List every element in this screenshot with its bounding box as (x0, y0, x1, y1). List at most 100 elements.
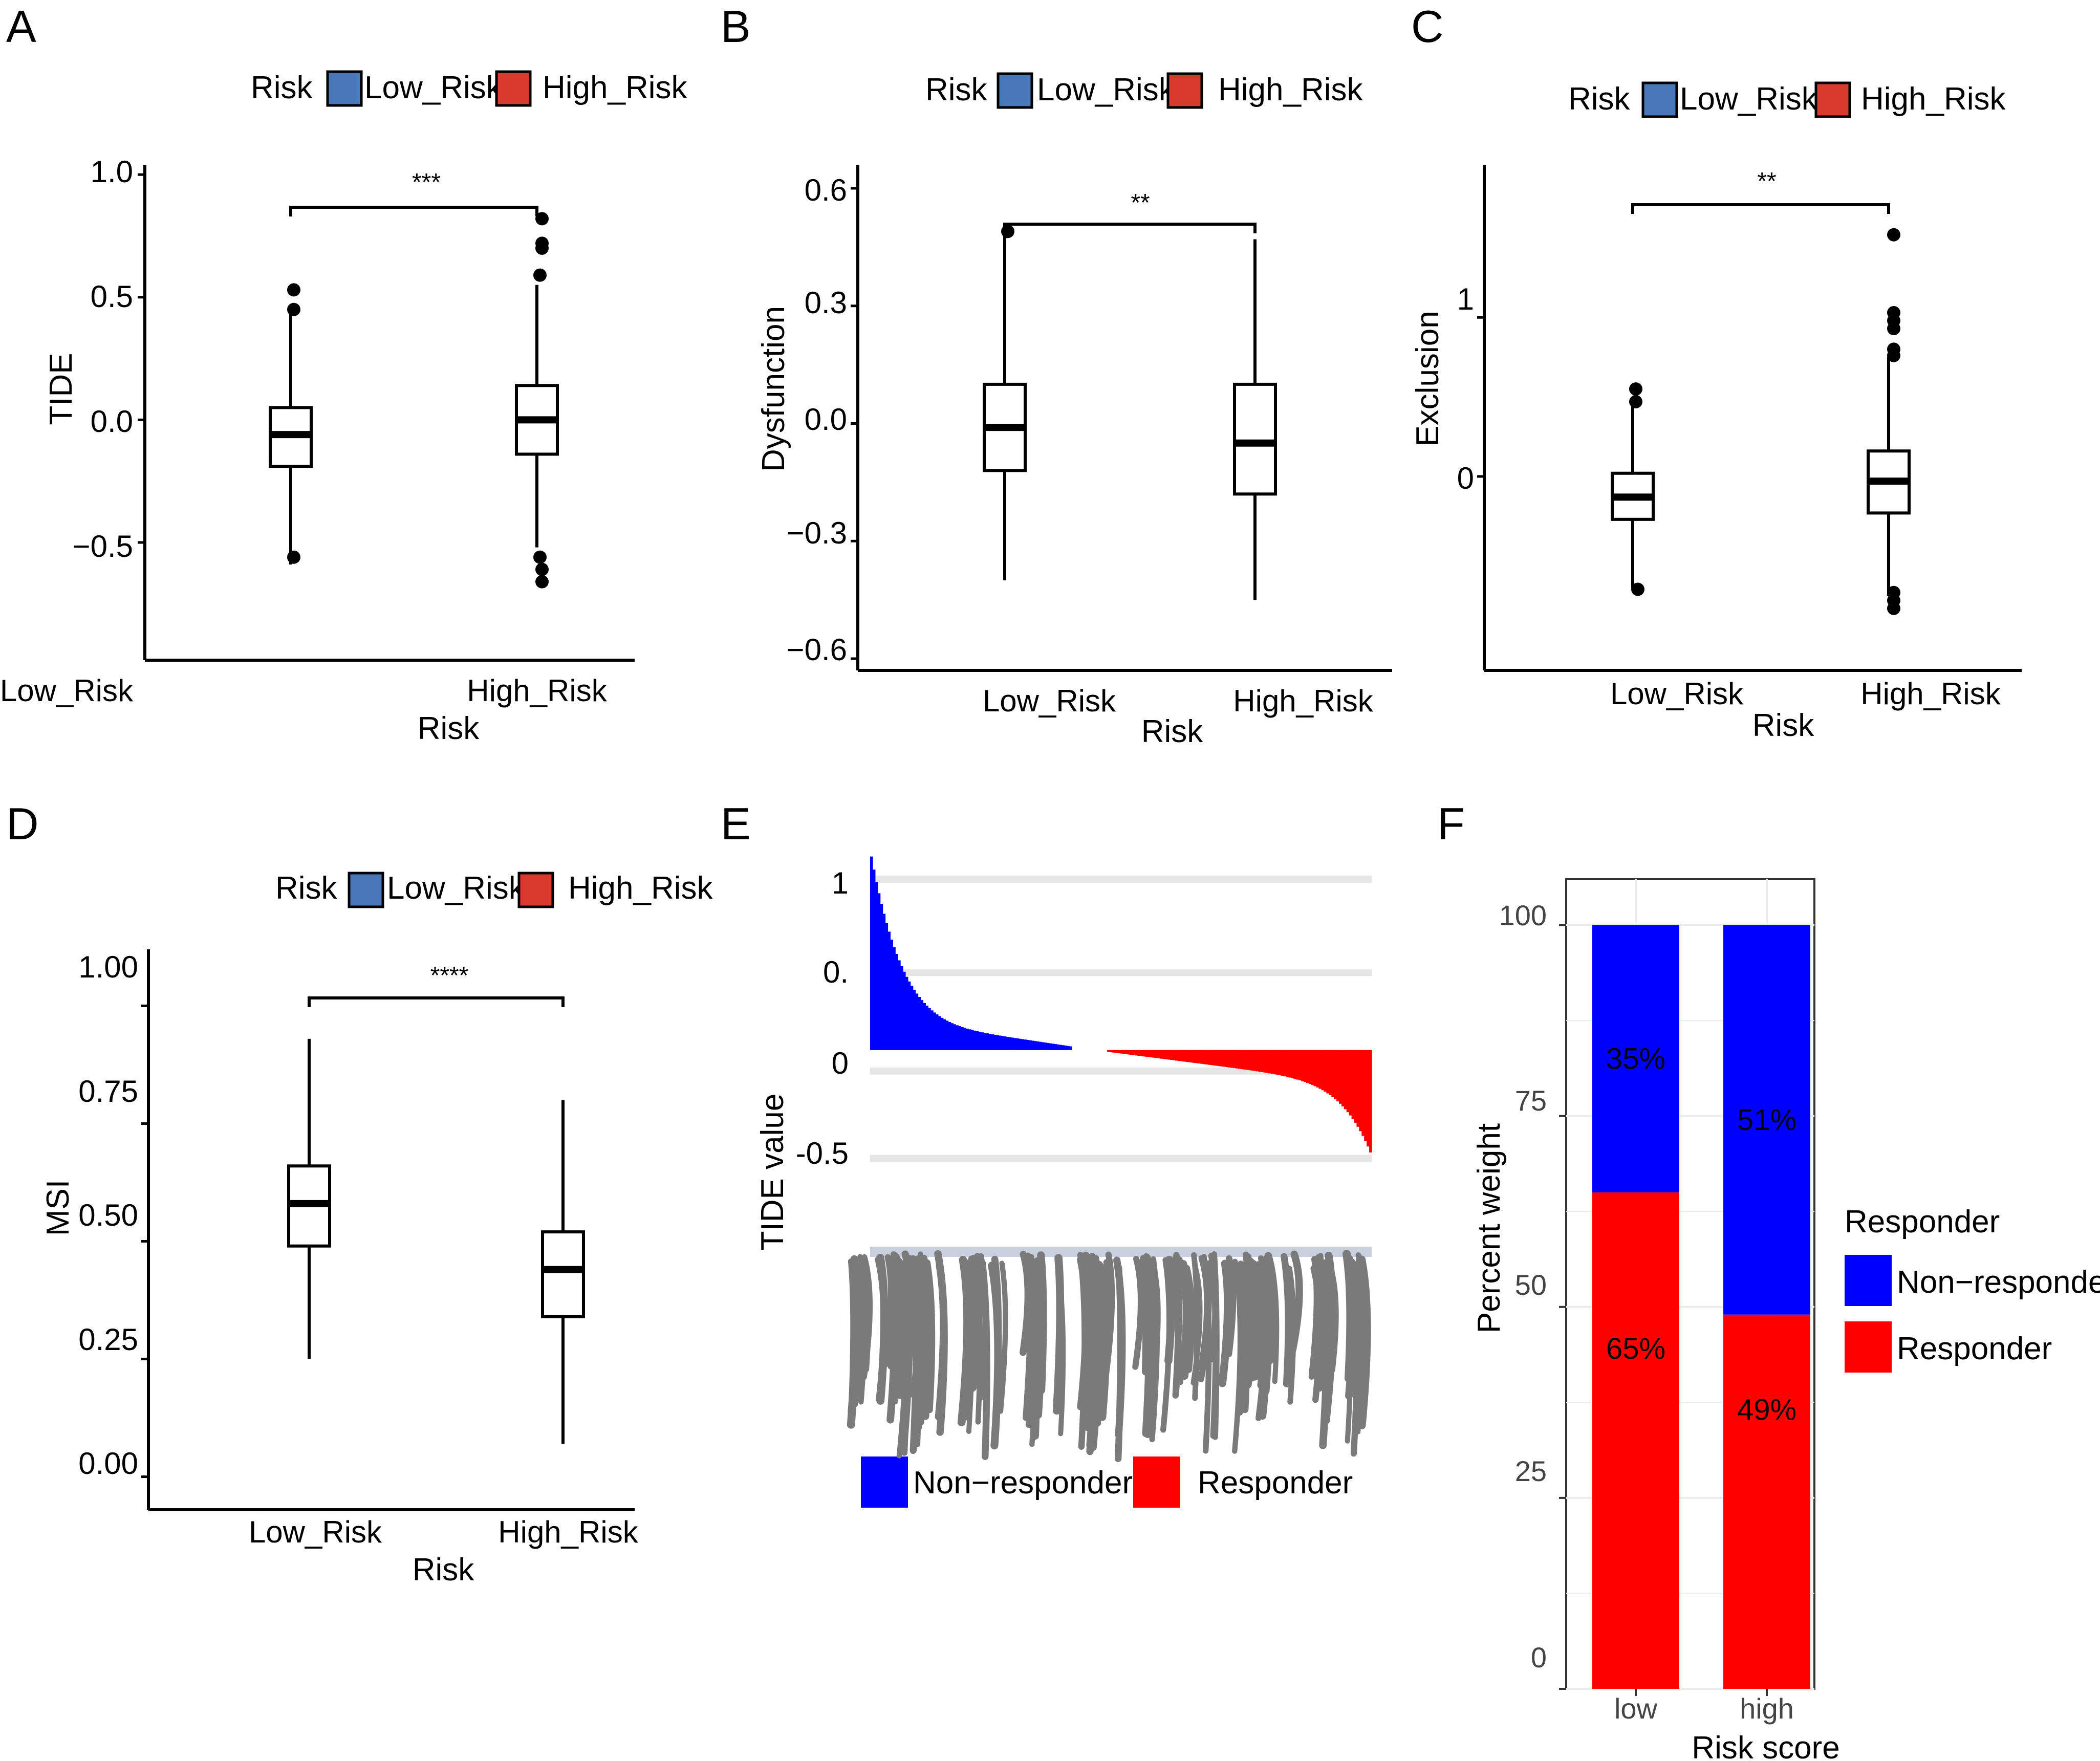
bar-responder (1354, 1050, 1357, 1123)
sample-label-glyph (991, 1255, 1002, 1388)
bar-responder (1313, 1050, 1317, 1086)
outlier-point (287, 550, 300, 564)
bar-responder (1240, 1050, 1244, 1070)
bar-nonresponder (970, 1030, 974, 1050)
bar-responder (1321, 1050, 1325, 1091)
x-tick-low: Low_Risk (0, 673, 134, 708)
y-tick-1: 1 (832, 866, 849, 900)
legend-swatch-low (997, 72, 1033, 109)
bar-responder (1223, 1050, 1226, 1067)
y-tick-1: 1.00 (78, 950, 138, 984)
sample-label-glyph (1252, 1261, 1266, 1381)
plot-f: 65% 35% 49% 51% (1559, 878, 1815, 1696)
sample-label-glyph (1281, 1253, 1292, 1387)
bar-nonresponder (1031, 1040, 1034, 1050)
legend-label-responder: Responder (1897, 1331, 2052, 1366)
legend-swatch-responder (1133, 1456, 1180, 1508)
outlier-point (1631, 582, 1644, 596)
bar-responder (1263, 1050, 1266, 1073)
sample-label-glyph (998, 1260, 1008, 1414)
bar-nonresponder (890, 940, 893, 1050)
y-tick-4: 25 (1515, 1455, 1547, 1487)
sample-label-glyph (1084, 1265, 1096, 1431)
box-high_risk (1233, 382, 1277, 496)
bar-responder (1364, 1050, 1367, 1141)
bar-nonresponder (945, 1020, 949, 1050)
bar-responder (1334, 1050, 1337, 1099)
sample-label-glyph (1143, 1253, 1154, 1439)
bar-responder (1261, 1050, 1264, 1072)
bar-nonresponder (1051, 1043, 1055, 1050)
y-tick-1: 1 (1457, 282, 1474, 316)
bar-responder (1255, 1050, 1259, 1072)
outlier-point (287, 283, 300, 297)
bar-responder (1207, 1050, 1211, 1065)
bar-nonresponder (895, 953, 898, 1050)
bar-nonresponder (983, 1033, 987, 1050)
legend-label-low: Low_Risk (364, 70, 503, 105)
bar-responder (1346, 1050, 1350, 1113)
bar-responder (1198, 1050, 1201, 1064)
bar-nonresponder (887, 931, 891, 1050)
sample-label-glyph (1269, 1263, 1280, 1384)
bar-responder (1228, 1050, 1231, 1068)
bar-responder (1182, 1050, 1186, 1062)
plot-a (138, 165, 635, 662)
bar-responder (1215, 1050, 1219, 1066)
bar-responder (1132, 1050, 1135, 1055)
legend-swatch-high (1166, 72, 1203, 109)
legend-c: Risk Low_Risk High_Risk (1568, 81, 2006, 118)
outlier-point (1629, 395, 1642, 408)
bar-responder (1281, 1050, 1284, 1076)
plot-b (851, 165, 1392, 672)
y-tick-3: 0 (832, 1046, 849, 1080)
bar-nonresponder (918, 997, 921, 1050)
panel-label-d: D (6, 798, 39, 849)
x-axis-label: Risk (418, 711, 480, 746)
bar-responder (1344, 1050, 1347, 1110)
bar-responder (1336, 1050, 1339, 1102)
sample-label-glyph (876, 1253, 889, 1405)
y-axis-label: TIDE (44, 353, 79, 425)
bar-nonresponder (1592, 925, 1679, 1192)
bar-responder (1286, 1050, 1289, 1077)
bar-nonresponder (1008, 1037, 1012, 1050)
bar-responder (1245, 1050, 1249, 1070)
bar-responder (1160, 1050, 1163, 1059)
bar-responder (1298, 1050, 1302, 1081)
legend-swatch-high (495, 70, 532, 107)
bar-responder (1213, 1050, 1216, 1066)
plot-c (1477, 165, 2022, 672)
bar-nonresponder (903, 971, 906, 1050)
y-tick-5: 0 (1531, 1641, 1547, 1673)
panel-e: E TIDE value 1 0. 0 -0.5 Non−responder R… (721, 798, 1353, 1508)
x-tick-low: Low_Risk (1610, 677, 1744, 711)
x-tick-low: Low_Risk (983, 684, 1116, 718)
bar-nonresponder (1011, 1037, 1014, 1050)
legend-d: Risk Low_Risk High_Risk (275, 871, 713, 908)
sample-label-glyph (1211, 1251, 1220, 1440)
bar-nonresponder (905, 976, 908, 1050)
bar-nonresponder (1062, 1045, 1065, 1050)
bar-responder (1152, 1050, 1156, 1058)
y-tick-3: 0.0 (805, 402, 847, 437)
sample-label-glyph (910, 1255, 922, 1398)
y-tick-1: 1.0 (91, 155, 133, 189)
bar-nonresponder (920, 1000, 924, 1050)
bar-responder (1203, 1050, 1206, 1064)
x-axis-label: Risk (413, 1552, 475, 1588)
bar-nonresponder (1056, 1044, 1059, 1050)
bar-responder (1230, 1050, 1233, 1068)
bar-responder (1147, 1050, 1151, 1057)
legend-swatch-nonresponder (1845, 1255, 1892, 1306)
bar-responder (1180, 1050, 1183, 1061)
bar-nonresponder (913, 990, 916, 1050)
bar-nonresponder (1004, 1036, 1007, 1050)
grid-band (870, 969, 1372, 976)
sample-label-glyph (1247, 1259, 1262, 1379)
bar-responder (1139, 1050, 1143, 1056)
y-tick-1: 0.6 (805, 173, 847, 207)
y-tick-2: 0.75 (78, 1074, 138, 1108)
outlier-point (533, 268, 547, 282)
significance-label: ** (1131, 189, 1150, 216)
